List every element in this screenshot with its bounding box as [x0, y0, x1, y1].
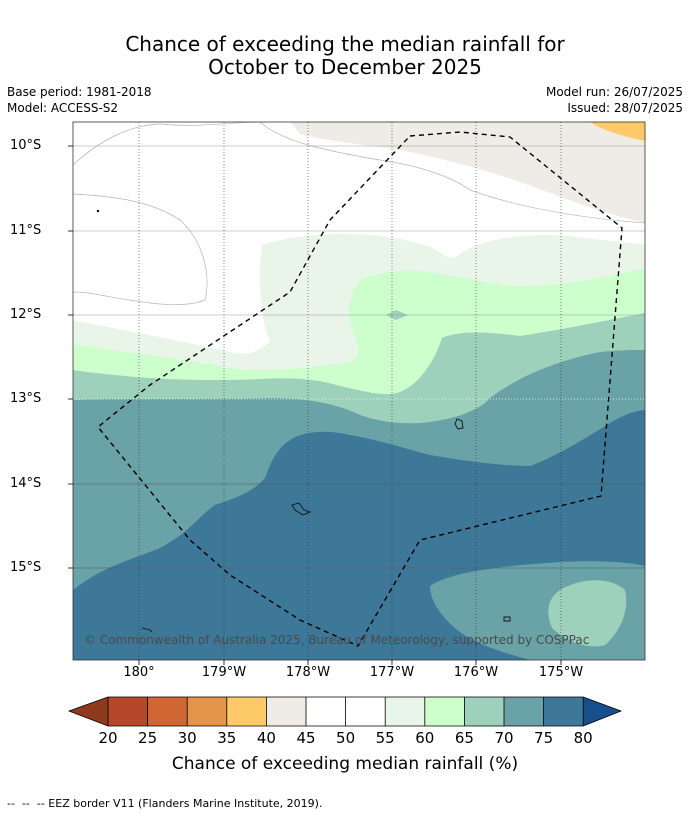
lon-label: 178°W — [285, 665, 331, 680]
lon-label: 175°W — [538, 665, 584, 680]
graticule — [73, 122, 645, 660]
region-65-70-south — [548, 580, 627, 647]
colorbar-tick-label: 80 — [573, 729, 593, 747]
model-run-text: Model run: 26/07/2025 — [545, 85, 683, 99]
colorbar-tick-label: 40 — [256, 729, 276, 747]
rainfall-probability-map — [73, 122, 645, 660]
colorbar-tick-label: 20 — [98, 729, 118, 747]
colorbar-swatch-55-60 — [385, 697, 425, 726]
colorbar-tick-label: 50 — [336, 729, 356, 747]
colorbar-extend-high — [583, 697, 621, 726]
colorbar-tick-label: 35 — [217, 729, 237, 747]
islands — [96, 209, 511, 633]
island-outline — [96, 209, 100, 213]
lat-label: 14°S — [10, 476, 42, 491]
chart-title-line2: October to December 2025 — [208, 55, 482, 79]
lat-label: 11°S — [10, 223, 42, 238]
colorbar-swatch-65-70 — [464, 697, 504, 726]
colorbar-tick-label: 25 — [138, 729, 158, 747]
colorbar-tick-label: 70 — [494, 729, 514, 747]
contour-lines — [73, 122, 645, 306]
colorbar-swatch-50-55 — [345, 697, 386, 726]
region-40-45 — [290, 122, 645, 223]
axis-ticks — [68, 145, 562, 665]
island-outline — [291, 502, 312, 516]
colorbar-tick-label: 60 — [415, 729, 435, 747]
colorbar-tick-label: 30 — [177, 729, 197, 747]
chart-title-line1: Chance of exceeding the median rainfall … — [125, 32, 565, 56]
colorbar-tick-label: 45 — [296, 729, 316, 747]
island-outline — [141, 627, 153, 633]
colorbar-swatch-25-30 — [147, 697, 188, 726]
lat-label: 12°S — [10, 307, 42, 322]
lon-label: 176°W — [453, 665, 499, 680]
colorbar-swatch-35-40 — [226, 697, 267, 726]
lat-label: 10°S — [10, 138, 42, 153]
colorbar-swatch-75-80 — [543, 697, 584, 726]
colorbar-swatch-45-50 — [306, 697, 346, 726]
colorbar-swatch-60-65 — [424, 697, 465, 726]
colorbar-tick-label: 55 — [375, 729, 395, 747]
eez-footnote: -- -- -- EEZ border V11 (Flanders Marine… — [7, 797, 323, 810]
lon-label: 179°W — [201, 665, 247, 680]
copyright-text: © Commonwealth of Australia 2025, Bureau… — [84, 633, 590, 647]
eez-border — [97, 131, 623, 647]
map-frame — [72, 121, 646, 661]
island-outline — [454, 418, 464, 430]
colorbar-extend-low — [69, 697, 108, 726]
colorbar-swatch-40-45 — [266, 697, 306, 726]
lat-label: 15°S — [10, 560, 42, 575]
colorbar-swatch-70-75 — [504, 697, 544, 726]
colorbar-label: Chance of exceeding median rainfall (%) — [171, 754, 519, 774]
colorbar-tick-label: 65 — [454, 729, 474, 747]
model-text: Model: ACCESS-S2 — [7, 101, 119, 115]
region-35-40 — [590, 122, 645, 141]
colorbar-tick-label: 75 — [534, 729, 554, 747]
colorbar — [67, 696, 623, 727]
base-period-text: Base period: 1981-2018 — [7, 85, 152, 99]
colorbar-swatch-30-35 — [187, 697, 227, 726]
lat-label: 13°S — [10, 391, 42, 406]
issued-text: Issued: 28/07/2025 — [567, 101, 683, 115]
island-outline — [503, 616, 511, 622]
lon-label: 177°W — [369, 665, 415, 680]
lon-label: 180° — [123, 665, 155, 680]
colorbar-swatch-20-25 — [108, 697, 148, 726]
